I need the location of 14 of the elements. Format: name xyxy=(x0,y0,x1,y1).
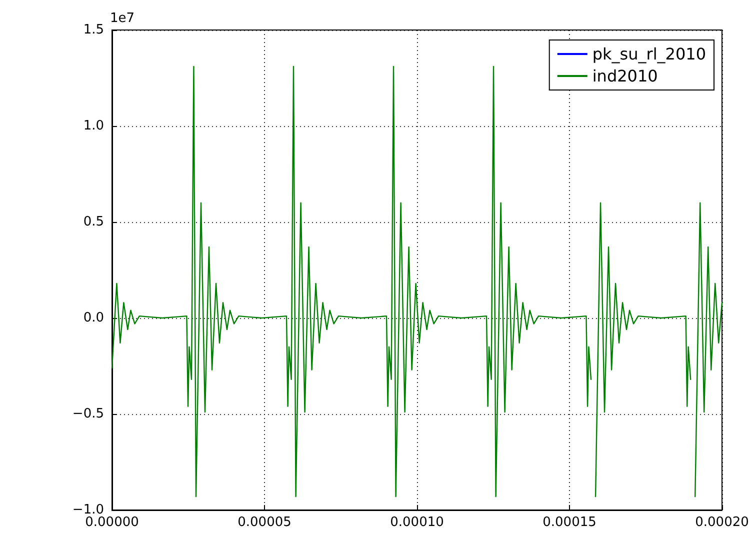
y-tick-label: 1.5 xyxy=(83,22,104,38)
y-tick-label: 1.0 xyxy=(83,118,104,134)
y-tick-label: −1.0 xyxy=(72,502,104,518)
legend-label: pk_su_rl_2010 xyxy=(592,44,706,64)
text: 1e7 xyxy=(110,11,135,26)
x-tick-label: 0.00005 xyxy=(238,515,292,530)
x-tick-label: 0.00015 xyxy=(542,515,596,530)
y-tick-label: −0.5 xyxy=(72,406,104,422)
y-tick-label: 0.5 xyxy=(83,214,104,230)
x-tick-label: 0.00000 xyxy=(85,515,139,530)
x-tick-label: 0.00010 xyxy=(390,515,444,530)
legend-label: ind2010 xyxy=(592,66,658,86)
x-tick-label: 0.00020 xyxy=(695,515,749,530)
y-tick-label: 0.0 xyxy=(83,310,104,326)
